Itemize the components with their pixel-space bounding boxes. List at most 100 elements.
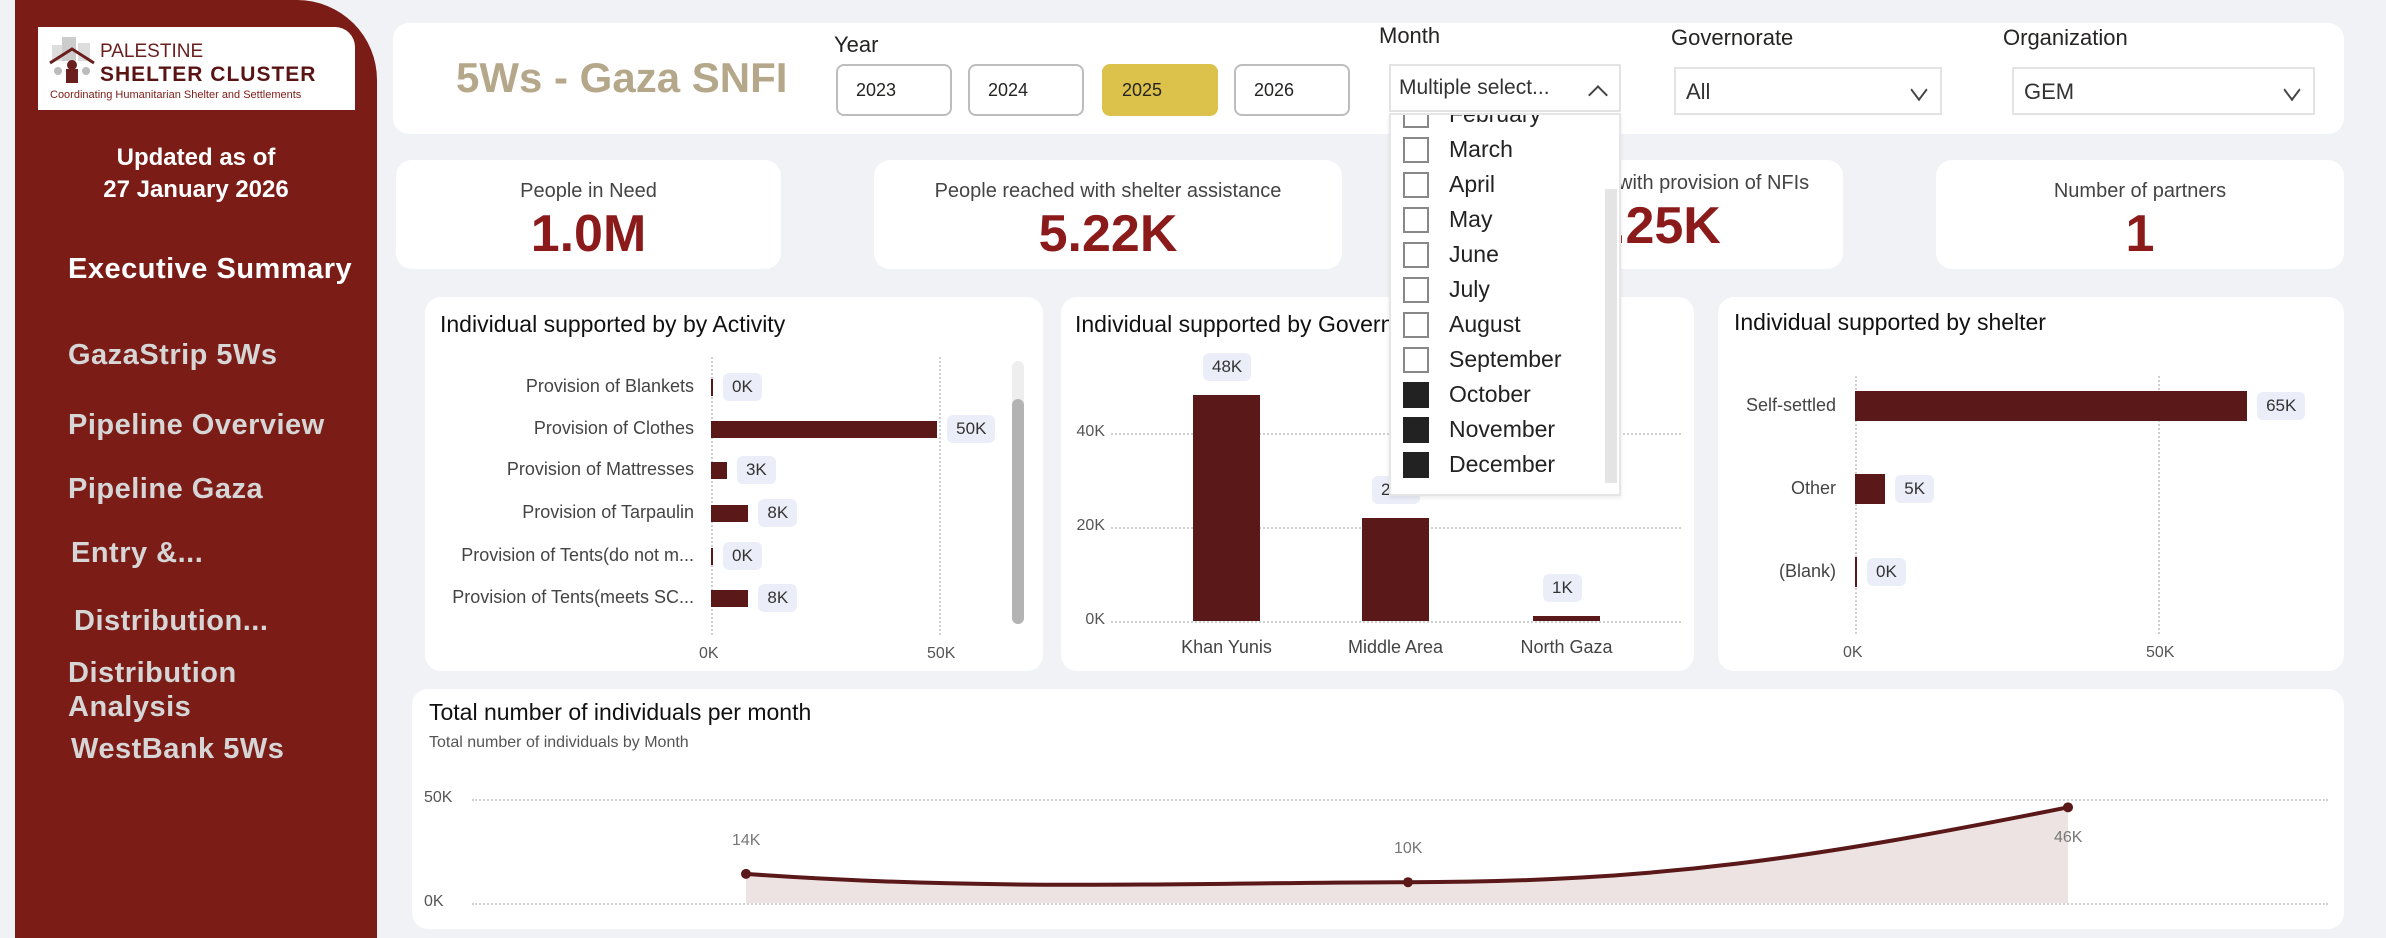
month-option[interactable]: April: [1403, 167, 1495, 202]
nav-distribution-analysis[interactable]: Distribution Analysis: [68, 657, 237, 723]
category-label: Provision of Blankets: [525, 376, 694, 396]
data-label: 1K: [1543, 574, 1582, 603]
checkbox[interactable]: [1403, 416, 1429, 443]
year-2023-button[interactable]: 2023: [836, 64, 952, 116]
data-label: 0K: [723, 373, 762, 401]
month-option[interactable]: August: [1403, 307, 1521, 342]
month-option-label: October: [1449, 381, 1531, 407]
nav-westbank-5ws[interactable]: WestBank 5Ws: [71, 733, 285, 765]
checkbox[interactable]: [1403, 136, 1429, 163]
chart-title: Individual supported by Governorate: [1075, 311, 1446, 337]
organization-dropdown[interactable]: GEM: [2012, 67, 2315, 115]
y-tick: 20K: [1076, 517, 1105, 534]
y-tick: 50K: [424, 789, 453, 806]
checkbox[interactable]: [1403, 241, 1429, 268]
data-label: 5K: [1895, 475, 1935, 503]
bar: [1855, 391, 2248, 421]
bar: [1193, 395, 1260, 621]
category-label: Provision of Tarpaulin: [522, 502, 694, 522]
shelter-cluster-logo: PALESTINE SHELTER CLUSTER Coordinating H…: [38, 27, 355, 110]
nav-pipeline-overview[interactable]: Pipeline Overview: [68, 409, 325, 441]
month-option-label: November: [1449, 416, 1556, 442]
chevron-up-icon: [1588, 85, 1608, 105]
nav-executive-summary[interactable]: Executive Summary: [68, 253, 353, 285]
scrollbar-thumb[interactable]: [1012, 399, 1024, 624]
checkbox[interactable]: [1403, 206, 1429, 233]
sidebar: [15, 0, 377, 938]
category-label: Provision of Tents(meets SC...: [452, 587, 694, 607]
checkbox[interactable]: [1403, 381, 1429, 408]
year-2025-button[interactable]: 2025: [1102, 64, 1218, 116]
month-option[interactable]: December: [1403, 447, 1555, 482]
month-option[interactable]: October: [1403, 377, 1531, 412]
kpi-people-reached-shelter: People reached with shelter assistance 5.…: [874, 160, 1342, 269]
month-option[interactable]: July: [1403, 272, 1490, 307]
kpi-people-reached-nfis: with provision of NFIs .25K: [1435, 160, 1843, 269]
scrollbar[interactable]: [1012, 361, 1024, 624]
month-option-label: June: [1449, 241, 1499, 267]
month-option-label: April: [1449, 171, 1496, 197]
y-tick: 0K: [424, 893, 444, 910]
nav-distribution[interactable]: Distribution...: [74, 605, 269, 637]
month-option-label: August: [1449, 311, 1521, 337]
shelter-chart: Individual supported by shelter 0K 50K Sel…: [1718, 297, 2344, 671]
month-option[interactable]: March: [1403, 132, 1513, 167]
category-label: (Blank): [1778, 561, 1836, 581]
data-point: [2063, 802, 2073, 813]
data-point: [741, 868, 751, 879]
month-option[interactable]: May: [1403, 202, 1492, 237]
bar: [1362, 517, 1429, 621]
checkbox[interactable]: [1403, 346, 1429, 373]
gridline: [2158, 376, 2160, 634]
month-dropdown-list: February March April May June July August Septe…: [1389, 113, 1621, 496]
bar: [711, 378, 713, 396]
month-label: Month: [1379, 23, 1441, 48]
month-option-label: February: [1449, 113, 1542, 127]
data-label: 8K: [758, 584, 798, 612]
y-tick: 40K: [1076, 423, 1105, 440]
month-option[interactable]: February: [1403, 113, 1542, 132]
checkbox[interactable]: [1403, 276, 1429, 303]
month-option[interactable]: September: [1403, 342, 1562, 377]
nav-gazastrip-5ws[interactable]: GazaStrip 5Ws: [68, 339, 278, 371]
checkbox[interactable]: [1403, 171, 1429, 198]
governorate-dropdown[interactable]: All: [1674, 67, 1942, 115]
data-label: 14K: [732, 831, 761, 849]
monthly-chart: Total number of individuals per month To…: [412, 689, 2344, 929]
x-tick: 50K: [927, 645, 956, 662]
area-plot: [741, 802, 2073, 903]
updated-date: 27 January 2026: [103, 176, 289, 203]
checkbox[interactable]: [1403, 311, 1429, 338]
month-dropdown[interactable]: Multiple select...: [1389, 64, 1621, 112]
month-option[interactable]: November: [1403, 412, 1555, 447]
data-label: 10K: [1394, 840, 1423, 858]
data-label: 0K: [723, 542, 762, 570]
kpi-number-of-partners: Number of partners 1: [1936, 160, 2344, 269]
gridline: [711, 357, 713, 635]
checkbox[interactable]: [1403, 115, 1429, 128]
year-2024-button[interactable]: 2024: [968, 64, 1084, 116]
checkbox[interactable]: [1403, 451, 1429, 478]
x-tick: 0K: [1843, 644, 1863, 661]
x-tick: 0K: [699, 645, 719, 662]
data-label: 8K: [758, 499, 798, 527]
bar: [1855, 474, 1886, 504]
month-option-label: March: [1449, 136, 1513, 162]
category-label: Provision of Tents(do not m...: [461, 545, 694, 565]
activity-chart: Individual supported by by Activity 0K 50…: [425, 297, 1043, 671]
gridline: [939, 357, 941, 635]
month-option[interactable]: June: [1403, 237, 1499, 272]
data-label: 48K: [1203, 353, 1252, 382]
organization-label: Organization: [2003, 25, 2128, 50]
bar: [1855, 557, 1857, 587]
year-2026-button[interactable]: 2026: [1234, 64, 1350, 116]
chart-title: Individual supported by shelter: [1734, 309, 2046, 335]
scrollbar[interactable]: [1605, 189, 1617, 483]
page-title: 5Ws - Gaza SNFI: [456, 54, 788, 101]
data-label: 0K: [1867, 558, 1906, 586]
gridline: [472, 799, 2328, 801]
bar: [711, 589, 749, 607]
nav-pipeline-gaza[interactable]: Pipeline Gaza: [68, 473, 264, 505]
nav-entry[interactable]: Entry &...: [71, 537, 204, 569]
y-tick: 0K: [1085, 611, 1105, 628]
